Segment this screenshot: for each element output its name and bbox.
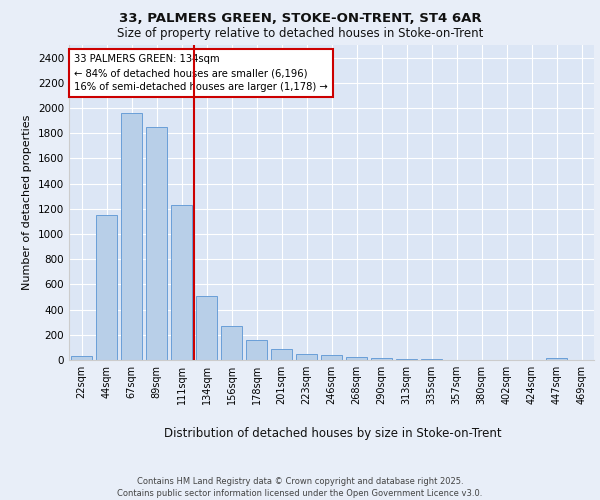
- Text: Distribution of detached houses by size in Stoke-on-Trent: Distribution of detached houses by size …: [164, 428, 502, 440]
- Y-axis label: Number of detached properties: Number of detached properties: [22, 115, 32, 290]
- Bar: [171, 205, 192, 360]
- Text: 33 PALMERS GREEN: 134sqm
← 84% of detached houses are smaller (6,196)
16% of sem: 33 PALMERS GREEN: 134sqm ← 84% of detach…: [74, 54, 328, 92]
- Bar: [371, 358, 392, 360]
- Bar: [146, 127, 167, 360]
- Bar: [346, 357, 367, 360]
- Bar: [271, 348, 292, 360]
- Bar: [96, 215, 117, 360]
- Bar: [221, 326, 242, 360]
- Bar: [71, 356, 92, 360]
- Text: Size of property relative to detached houses in Stoke-on-Trent: Size of property relative to detached ho…: [117, 28, 483, 40]
- Text: Contains HM Land Registry data © Crown copyright and database right 2025.
Contai: Contains HM Land Registry data © Crown c…: [118, 476, 482, 498]
- Bar: [246, 340, 267, 360]
- Text: 33, PALMERS GREEN, STOKE-ON-TRENT, ST4 6AR: 33, PALMERS GREEN, STOKE-ON-TRENT, ST4 6…: [119, 12, 481, 26]
- Bar: [121, 113, 142, 360]
- Bar: [546, 358, 567, 360]
- Bar: [321, 355, 342, 360]
- Bar: [296, 354, 317, 360]
- Bar: [196, 296, 217, 360]
